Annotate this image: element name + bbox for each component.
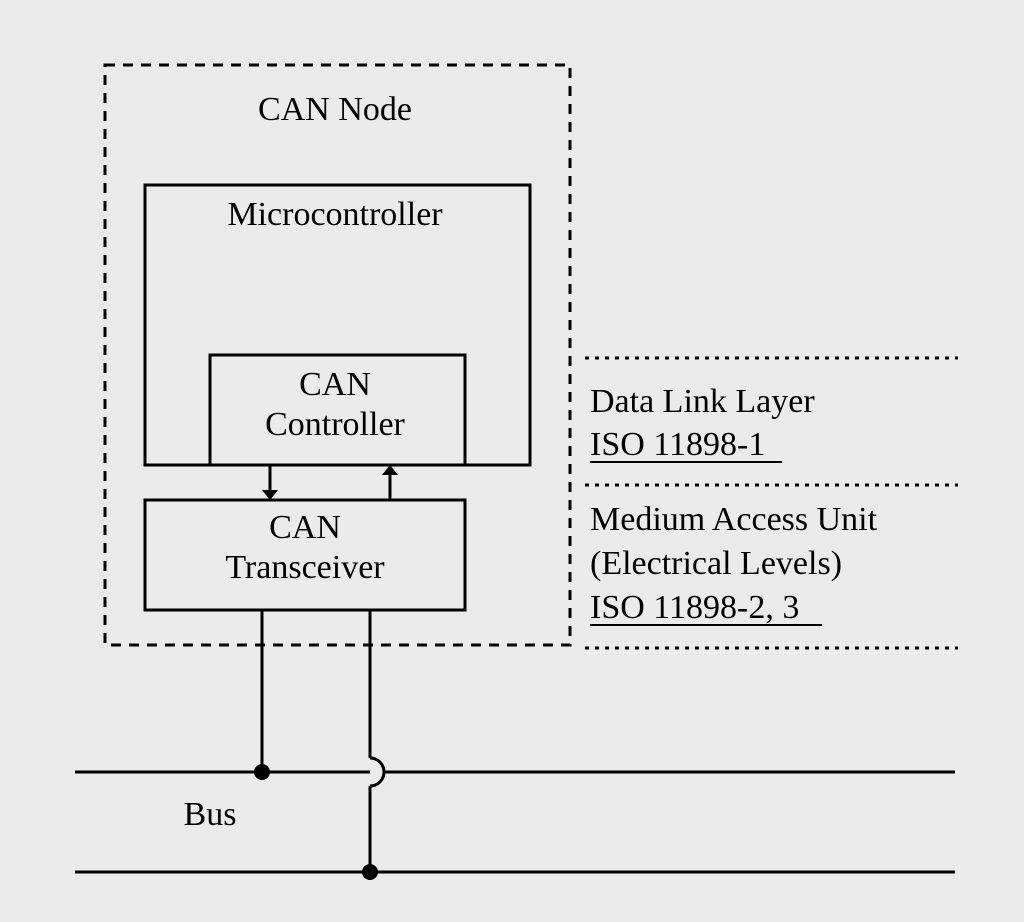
- can-transceiver-label-1: CAN: [269, 509, 341, 546]
- mau-label-1: Medium Access Unit: [590, 501, 878, 538]
- microcontroller-label: Microcontroller: [227, 196, 443, 233]
- mau-label-3: ISO 11898-2, 3: [590, 589, 799, 626]
- can-transceiver-label-2: Transceiver: [225, 549, 385, 586]
- dll-label-1: Data Link Layer: [590, 383, 815, 420]
- arrow-down-icon: [262, 465, 278, 500]
- bus-drop-1: [254, 610, 270, 780]
- can-controller-label-1: CAN: [299, 366, 371, 403]
- can-controller-label-2: Controller: [265, 406, 405, 443]
- arrow-up-icon: [382, 465, 398, 500]
- mau-label-2: (Electrical Levels): [590, 545, 842, 582]
- bus-label: Bus: [184, 796, 237, 833]
- bus-drop-2: [362, 610, 384, 880]
- can-node-diagram: CAN Node Microcontroller CAN Controller …: [0, 0, 1024, 922]
- dll-label-2: ISO 11898-1: [590, 426, 765, 463]
- can-node-label: CAN Node: [258, 91, 412, 128]
